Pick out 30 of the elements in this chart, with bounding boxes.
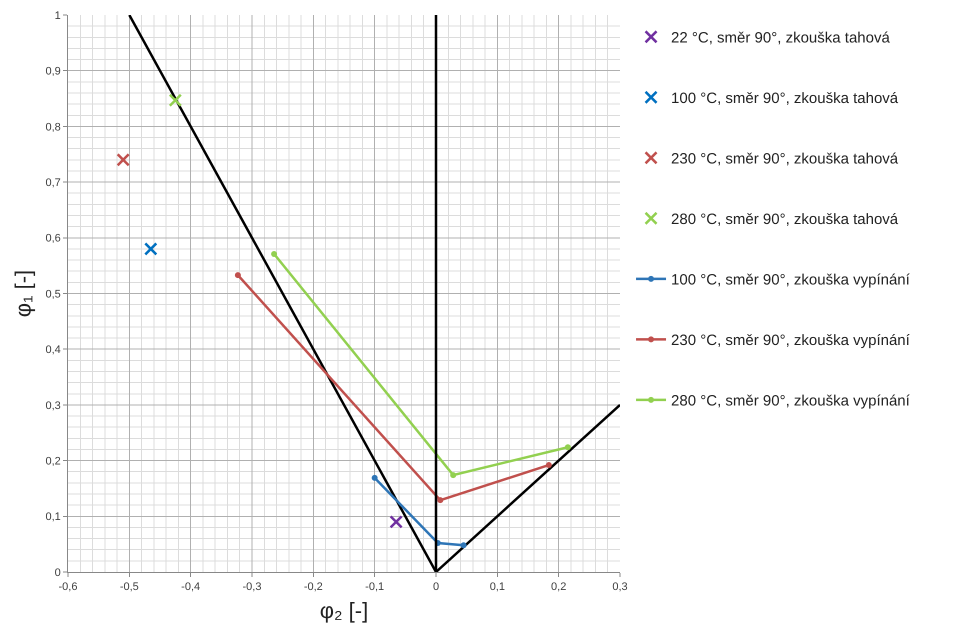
legend-label: 100 °C, směr 90°, zkouška vypínání bbox=[671, 272, 911, 289]
x-tick-label: 0,2 bbox=[551, 581, 566, 594]
legend-label: 280 °C, směr 90°, zkouška tahová bbox=[671, 211, 899, 228]
x-tick-label: -0,5 bbox=[120, 581, 139, 594]
y-tick-label: 1 bbox=[54, 10, 61, 22]
y-tick-label: 0,9 bbox=[46, 66, 61, 78]
x-axis-title: φ₂ [-] bbox=[320, 598, 368, 624]
x-tick-label: -0,6 bbox=[58, 581, 78, 594]
legend-label: 230 °C, směr 90°, zkouška tahová bbox=[671, 150, 899, 168]
x-tick-label: -0,2 bbox=[304, 581, 323, 594]
y-tick-label: 0 bbox=[54, 566, 61, 579]
y-tick-label: 0,1 bbox=[46, 511, 61, 524]
legend-label: 280 °C, směr 90°, zkouška vypínání bbox=[671, 392, 911, 410]
x-tick-label: 0 bbox=[432, 581, 440, 594]
x-tick-label: -0,1 bbox=[365, 581, 384, 594]
y-tick-label: 0,5 bbox=[46, 288, 61, 300]
x-tick-label: -0,3 bbox=[242, 581, 262, 594]
y-tick-label: 0,6 bbox=[46, 232, 61, 245]
y-tick-label: 0,4 bbox=[46, 344, 61, 356]
y-tick-label: 0,8 bbox=[46, 121, 61, 134]
y-tick-label: 0,2 bbox=[46, 455, 61, 468]
y-axis-title: φ₁ [-] bbox=[10, 270, 36, 318]
x-tick-label: -0,4 bbox=[181, 581, 200, 594]
x-tick-label: 0,1 bbox=[490, 581, 505, 594]
legend-label: 100 °C, směr 90°, zkouška tahová bbox=[671, 90, 899, 108]
y-tick-label: 0,7 bbox=[46, 176, 61, 189]
legend-label: 22 °C, směr 90°, zkouška tahová bbox=[671, 30, 890, 47]
y-tick-label: 0,3 bbox=[46, 400, 61, 412]
legend-label: 230 °C, směr 90°, zkouška vypínání bbox=[671, 332, 911, 350]
x-tick-label: 0,3 bbox=[612, 581, 628, 594]
